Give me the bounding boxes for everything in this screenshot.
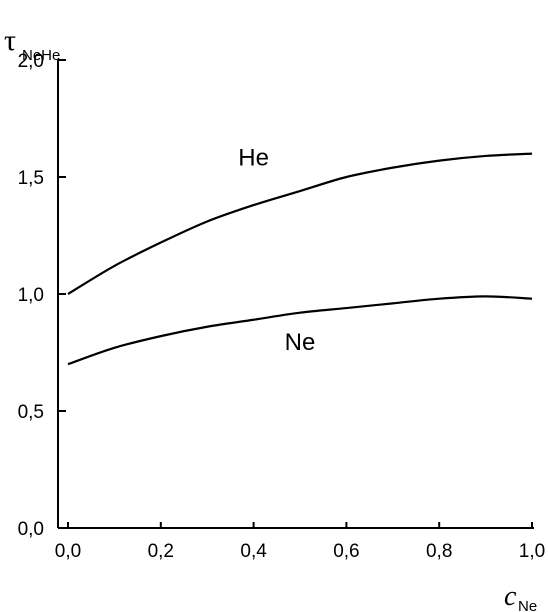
series-lines <box>67 152 533 366</box>
series-labels: He Ne <box>238 144 315 356</box>
x-tick-label: 1,0 <box>519 541 545 562</box>
y-tick-label: 2,0 <box>18 51 44 72</box>
series-line-ne <box>67 295 533 366</box>
x-tick-label: 0,8 <box>426 541 452 562</box>
x-axis-subscript: Ne <box>518 598 537 612</box>
y-axis-symbol: τ <box>4 24 16 57</box>
y-tick-label: 1,5 <box>18 168 44 189</box>
axes <box>57 60 534 529</box>
x-tick-label: 0,0 <box>55 541 81 562</box>
x-tick-label: 0,4 <box>240 541 267 562</box>
x-tick-label: 0,2 <box>148 541 174 562</box>
x-axis-symbol: c <box>504 581 517 612</box>
series-label-ne: Ne <box>285 329 316 356</box>
x-axis-title: c Ne <box>504 581 537 612</box>
series-line-he <box>67 152 533 295</box>
y-axis-subscript: NeHe <box>22 47 60 64</box>
y-axis-title: τ NeHe <box>4 24 60 64</box>
y-tick-label: 1,0 <box>18 285 44 306</box>
y-tick-label: 0,0 <box>18 519 44 540</box>
series-label-he: He <box>238 144 269 171</box>
x-tick-label: 0,6 <box>333 541 359 562</box>
y-tick-label: 0,5 <box>18 402 44 423</box>
ticks: 0,0 0,2 0,4 0,6 0,8 1,0 0,0 0,5 1,0 1,5 2,0 <box>18 51 546 562</box>
